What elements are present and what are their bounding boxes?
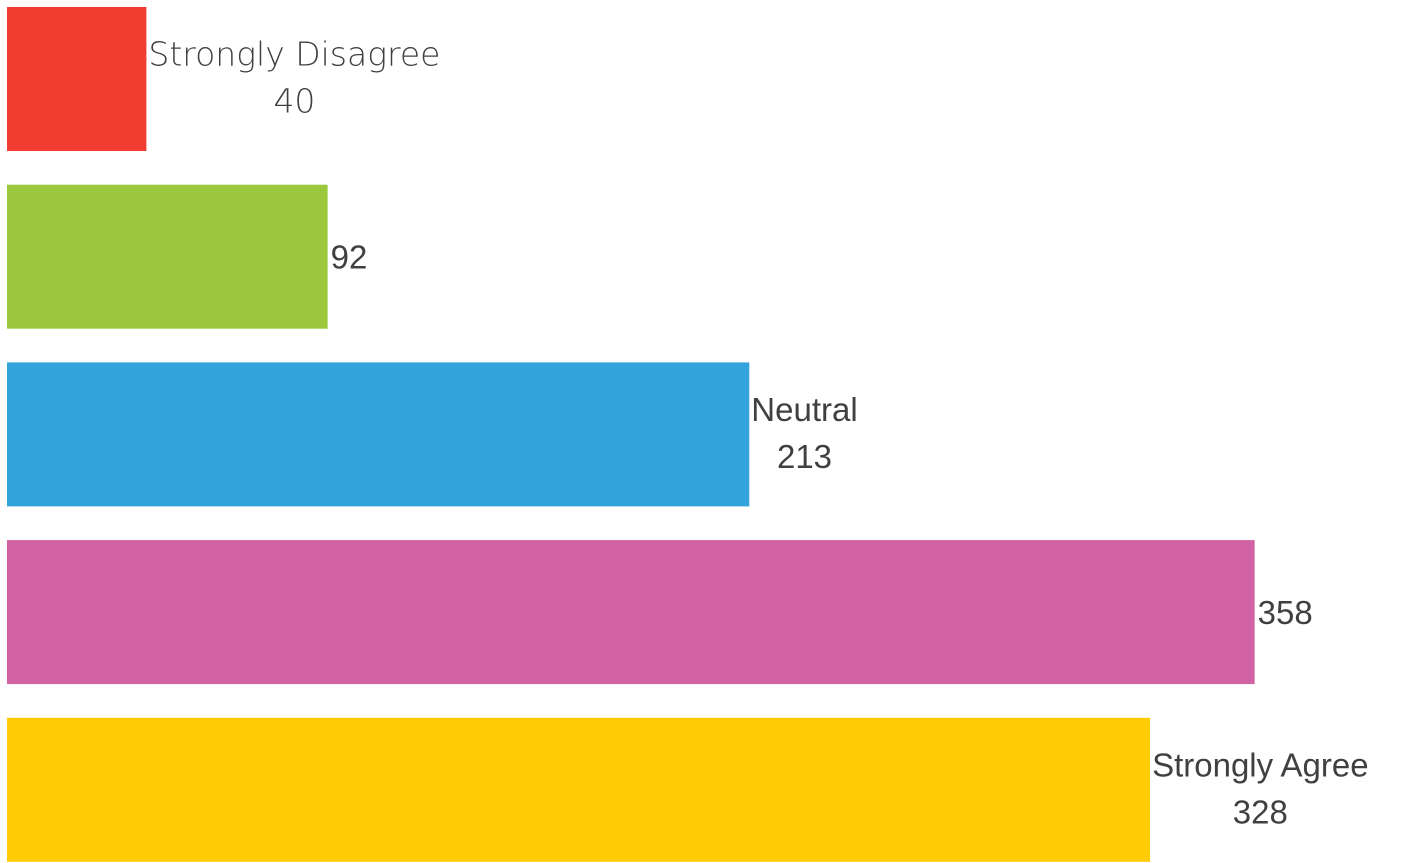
labels-group: Strongly Disagree 40 92 Neutral 213 358 Strong…	[148, 35, 1368, 831]
value-label-4: 328	[1233, 793, 1288, 830]
bars-group	[7, 7, 1255, 862]
category-label-2: Neutral	[751, 391, 857, 428]
category-label-4: Strongly Agree	[1152, 746, 1368, 783]
value-label-0: 40	[273, 82, 315, 121]
bar-4	[7, 717, 1151, 862]
category-label-0: Strongly Disagree	[148, 35, 440, 74]
bar-1	[7, 184, 328, 329]
value-label-2: 213	[777, 438, 832, 475]
value-label-1: 92	[331, 239, 368, 276]
bar-2	[7, 362, 750, 507]
value-label-3: 358	[1258, 594, 1313, 631]
bar-3	[7, 540, 1255, 685]
bar-0	[7, 7, 147, 151]
